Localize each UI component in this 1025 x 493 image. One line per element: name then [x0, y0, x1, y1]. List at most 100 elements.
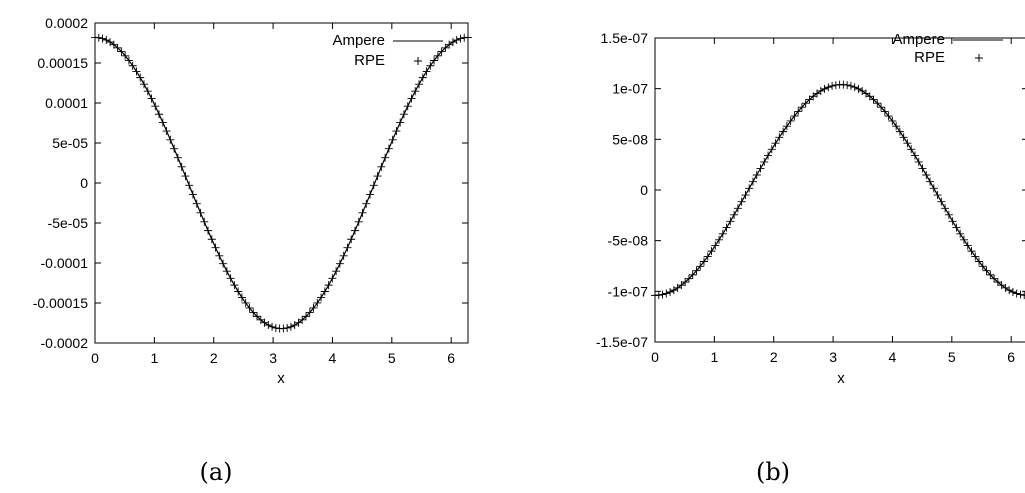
rpe-point	[411, 87, 420, 96]
rpe-point	[433, 51, 442, 60]
y-tick-label: 5e-05	[52, 135, 88, 151]
rpe-point	[899, 133, 908, 142]
rpe-point	[339, 251, 348, 260]
rpe-point	[139, 80, 148, 89]
x-tick-label: 1	[150, 350, 158, 366]
rpe-point	[775, 133, 784, 142]
rpe-point	[948, 217, 957, 226]
rpe-point	[718, 229, 727, 238]
ampere-line	[654, 84, 1025, 296]
rpe-point	[283, 323, 292, 332]
y-tick-label: 5e-08	[612, 131, 648, 147]
rpe-point	[464, 33, 472, 42]
rpe-point	[136, 73, 145, 82]
rpe-point	[820, 84, 829, 93]
rpe-point	[335, 259, 344, 268]
rpe-point	[699, 257, 708, 266]
rpe-point	[437, 47, 446, 56]
rpe-point	[790, 112, 799, 121]
legend: Ampere RPE	[892, 31, 1003, 66]
rpe-point	[388, 135, 397, 144]
rpe-point	[181, 172, 190, 181]
rpe-point	[786, 116, 795, 125]
rpe-point	[805, 95, 814, 104]
rpe-point	[219, 259, 228, 268]
y-tick-label: -1e-07	[608, 283, 649, 299]
y-tick-label: -5e-05	[48, 215, 89, 231]
rpe-point	[155, 110, 164, 119]
rpe-point	[94, 33, 103, 42]
rpe-point	[895, 127, 904, 136]
x-tick-label: 6	[1007, 349, 1015, 365]
rpe-point	[332, 267, 341, 276]
rpe-point	[456, 34, 465, 43]
rpe-point	[151, 102, 160, 111]
rpe-point	[185, 181, 194, 190]
rpe-point	[301, 312, 310, 321]
rpe-point	[903, 139, 912, 148]
rpe-point	[264, 321, 273, 330]
rpe-point	[978, 262, 987, 271]
rpe-point	[914, 157, 923, 166]
rpe-point	[298, 315, 307, 324]
rpe-point	[268, 322, 277, 331]
rpe-point	[1005, 286, 1014, 295]
rpe-point	[692, 266, 701, 275]
rpe-point	[211, 243, 220, 252]
rpe-point	[347, 235, 356, 244]
rpe-point	[422, 67, 431, 76]
rpe-point	[192, 199, 201, 208]
y-tick-label: 0	[80, 175, 88, 191]
rpe-point	[703, 252, 712, 261]
rpe-point	[215, 251, 224, 260]
rpe-point	[369, 181, 378, 190]
y-tick-label: -0.0001	[41, 255, 89, 271]
rpe-series	[91, 33, 472, 333]
ampere-series	[94, 36, 469, 330]
x-tick-label: 5	[388, 350, 396, 366]
rpe-point	[430, 56, 439, 65]
rpe-point	[922, 171, 931, 180]
rpe-point	[452, 36, 461, 45]
rpe-point	[279, 324, 288, 333]
rpe-point	[929, 184, 938, 193]
rpe-point	[782, 122, 791, 131]
rpe-point	[320, 287, 329, 296]
rpe-point	[760, 157, 769, 166]
rpe-point	[816, 86, 825, 95]
rpe-point	[381, 153, 390, 162]
rpe-point	[846, 81, 855, 90]
rpe-point	[230, 281, 239, 290]
rpe-point	[756, 164, 765, 173]
rpe-point	[245, 303, 254, 312]
rpe-point	[850, 83, 859, 92]
rpe-point	[681, 278, 690, 287]
rpe-point	[971, 252, 980, 261]
rpe-point	[117, 47, 126, 56]
rpe-point	[121, 51, 130, 60]
rpe-point	[828, 81, 837, 90]
rpe-point	[910, 151, 919, 160]
rpe-point	[843, 81, 852, 90]
rpe-point	[952, 223, 961, 232]
y-tick-label: -0.0002	[41, 335, 89, 351]
rpe-point	[877, 103, 886, 112]
legend-label-rpe: RPE	[914, 49, 945, 66]
rpe-point	[801, 99, 810, 108]
y-axis-ticks: 0.0002 0.00015 0.0001 5e-05 0 -5e-05 -0.0001 -0…	[33, 15, 468, 351]
rpe-point	[986, 270, 995, 279]
x-tick-label: 3	[829, 349, 837, 365]
x-tick-label: 6	[447, 350, 455, 366]
rpe-point	[726, 217, 735, 226]
rpe-point	[779, 127, 788, 136]
rpe-point	[990, 274, 999, 283]
rpe-point	[956, 229, 965, 238]
rpe-point	[234, 287, 243, 296]
rpe-point	[662, 289, 671, 298]
rpe-point	[158, 118, 167, 127]
rpe-point	[426, 61, 435, 70]
rpe-point	[403, 102, 412, 111]
x-tick-label: 1	[710, 349, 718, 365]
rpe-point	[771, 139, 780, 148]
rpe-point	[290, 321, 299, 330]
